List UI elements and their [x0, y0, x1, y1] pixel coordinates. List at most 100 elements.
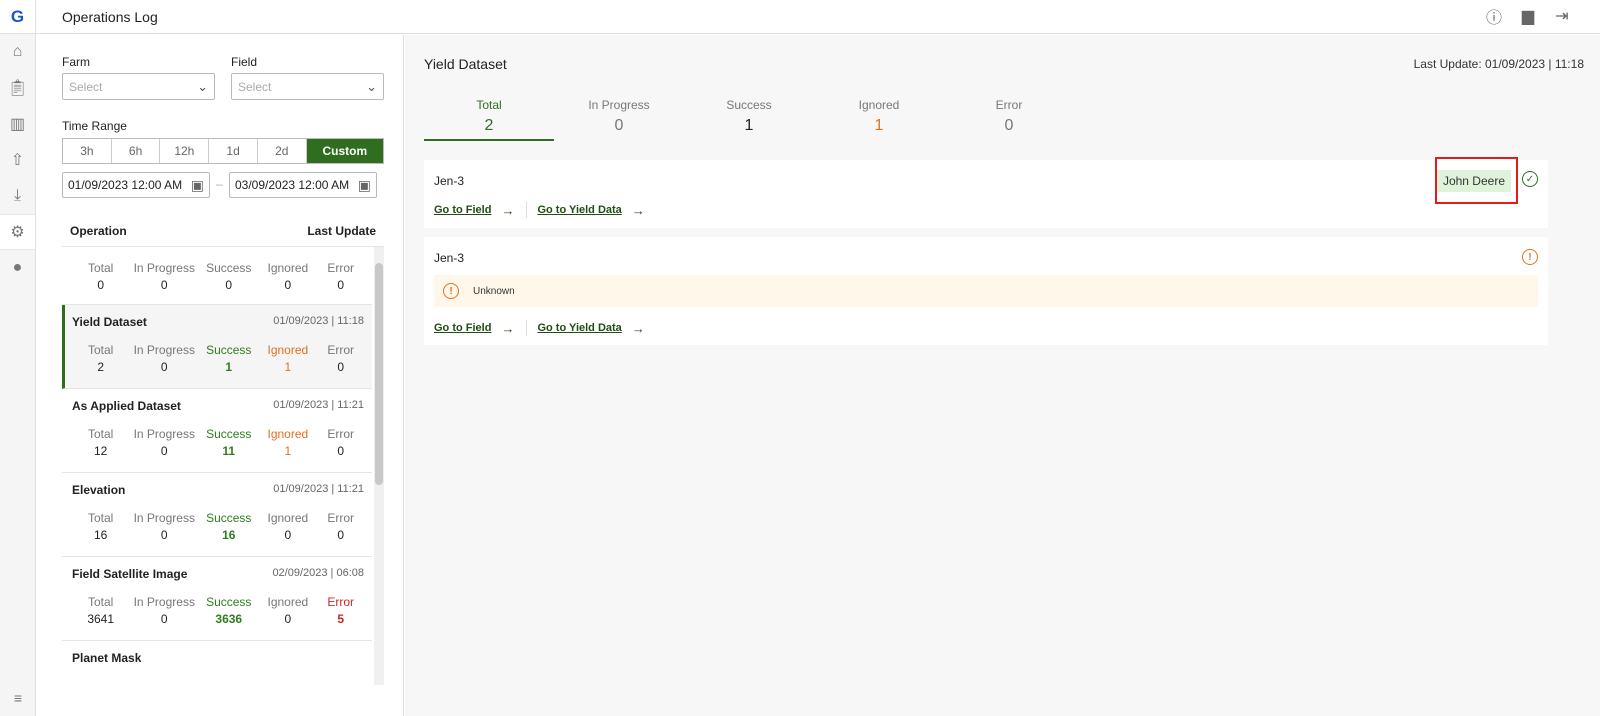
- stat-label: Error: [327, 427, 355, 441]
- expand-menu-icon[interactable]: ≡: [13, 690, 23, 706]
- tab-count: 0: [614, 117, 624, 134]
- stat-4: Error 0: [317, 511, 364, 542]
- scrollbar-thumb[interactable]: [375, 263, 383, 485]
- last-update-text: Last Update: 01/09/2023 | 11:18: [1413, 57, 1584, 71]
- stat-value: 0: [337, 278, 345, 292]
- range-6h[interactable]: 6h: [112, 139, 161, 163]
- record-card: Jen-3 Go to Field → Go to Yield Data → Joh…: [424, 157, 1548, 228]
- tab-count: 0: [1004, 117, 1014, 134]
- stat-label: Ignored: [267, 343, 309, 357]
- operation-date: 01/09/2023 | 11:21: [273, 483, 364, 495]
- operation-list: Total 0 In Progress 0 Success 0 Ignored 0 Error 0…: [62, 247, 372, 685]
- go-to-field-link[interactable]: Go to Field: [434, 322, 492, 334]
- stat-3: Ignored 1: [258, 427, 317, 458]
- stat-3: Ignored 0: [258, 595, 317, 626]
- range-3h[interactable]: 3h: [63, 139, 112, 163]
- stat-1: In Progress 0: [129, 427, 199, 458]
- chat-icon[interactable]: ▆: [1521, 8, 1535, 25]
- calendar-icon[interactable]: ▣: [190, 176, 204, 193]
- stat-2: Success 11: [199, 427, 258, 458]
- upload-icon[interactable]: ⇧: [10, 152, 25, 169]
- stat-4: Error 0: [317, 343, 364, 374]
- account-icon[interactable]: ●: [12, 259, 23, 276]
- stat-value: 0: [284, 612, 292, 626]
- home-icon[interactable]: ⌂: [12, 43, 23, 60]
- stat-3: Ignored 0: [258, 261, 317, 292]
- stat-0: Total 12: [72, 427, 129, 458]
- chevron-down-icon: ⌄: [197, 78, 208, 94]
- operations-icon[interactable]: ⚙: [0, 214, 35, 250]
- stat-value: 1: [225, 360, 233, 374]
- app-logo[interactable]: G: [0, 0, 35, 34]
- stat-value: 0: [284, 528, 292, 542]
- operation-name: Elevation: [72, 483, 126, 497]
- operation-item[interactable]: Yield Dataset 01/09/2023 | 11:18 Total 2 In …: [62, 305, 372, 389]
- stat-value: 12: [93, 444, 108, 458]
- arrow-right-icon: →: [631, 320, 645, 336]
- stat-1: In Progress 0: [129, 595, 199, 626]
- stat-value: 0: [160, 278, 168, 292]
- start-date-input[interactable]: 01/09/2023 12:00 AM ▣: [62, 172, 210, 198]
- operation-name: As Applied Dataset: [72, 399, 181, 413]
- field-select[interactable]: Select ⌄: [231, 73, 384, 100]
- filter-panel: Farm Select ⌄ Field Select ⌄ Time Range 3h…: [36, 35, 404, 716]
- stat-label: Success: [206, 427, 252, 441]
- tab-error[interactable]: Error 0: [944, 98, 1074, 141]
- divider: [526, 320, 528, 336]
- tab-label: Success: [726, 98, 772, 112]
- stat-label: Total: [87, 261, 114, 275]
- stat-label: Total: [87, 343, 114, 357]
- farm-select[interactable]: Select ⌄: [62, 73, 215, 100]
- stat-label: Success: [206, 511, 252, 525]
- end-date-value: 03/09/2023 12:00 AM: [235, 178, 350, 192]
- operation-item[interactable]: Planet Mask: [62, 641, 372, 685]
- field-label: Field: [231, 55, 258, 69]
- download-icon[interactable]: ⤓: [13, 187, 22, 204]
- stat-value: 2: [97, 360, 104, 374]
- tab-success[interactable]: Success 1: [684, 98, 814, 141]
- message-text: Unknown: [473, 285, 515, 297]
- range-1d[interactable]: 1d: [209, 139, 258, 163]
- range-12h[interactable]: 12h: [160, 139, 210, 163]
- stat-label: Error: [327, 595, 355, 609]
- source-badge: John Deere: [1436, 170, 1511, 192]
- nav-rail: G ⌂ 📋︎ ▥ ⇧ ⤓ ⚙ ● ≡: [0, 0, 36, 716]
- stat-value: 3641: [87, 612, 115, 626]
- stat-2: Success 16: [199, 511, 258, 542]
- go-to-yield-data-link[interactable]: Go to Yield Data: [537, 204, 622, 216]
- stat-4: Error 5: [317, 595, 364, 626]
- start-date-value: 01/09/2023 12:00 AM: [68, 178, 183, 192]
- tab-total[interactable]: Total 2: [424, 98, 554, 141]
- range-2d[interactable]: 2d: [258, 139, 307, 163]
- time-range-label: Time Range: [62, 119, 127, 133]
- stat-label: Ignored: [267, 595, 309, 609]
- calendar-icon[interactable]: ▣: [357, 176, 371, 193]
- record-name: Jen-3: [434, 174, 465, 188]
- detail-panel: Yield Dataset Last Update: 01/09/2023 | …: [405, 35, 1600, 716]
- stat-3: Ignored 0: [258, 511, 317, 542]
- arrow-right-icon: →: [501, 202, 515, 218]
- go-to-field-link[interactable]: Go to Field: [434, 204, 492, 216]
- stat-value: 1: [284, 444, 292, 458]
- stat-label: In Progress: [133, 427, 195, 441]
- logout-icon[interactable]: ⇥: [1555, 8, 1569, 25]
- help-icon[interactable]: ⓘ: [1485, 10, 1502, 27]
- operation-item[interactable]: Elevation 01/09/2023 | 11:21 Total 16 In Pro…: [62, 473, 372, 557]
- range-custom[interactable]: Custom: [306, 139, 384, 163]
- operation-item[interactable]: Field Satellite Image 02/09/2023 | 06:08 T…: [62, 557, 372, 641]
- operation-item[interactable]: As Applied Dataset 01/09/2023 | 11:21 Tota…: [62, 389, 372, 473]
- stat-0: Total 2: [72, 343, 129, 374]
- tab-ignored[interactable]: Ignored 1: [814, 98, 944, 141]
- operation-name: Field Satellite Image: [72, 567, 188, 581]
- map-icon[interactable]: ▥: [9, 116, 26, 133]
- list-scrollbar[interactable]: [374, 247, 384, 685]
- go-to-yield-data-link[interactable]: Go to Yield Data: [537, 322, 622, 334]
- check-circle-icon: ✓: [1522, 171, 1538, 187]
- operation-item[interactable]: Total 0 In Progress 0 Success 0 Ignored 0 Error 0: [62, 247, 372, 305]
- tab-in-progress[interactable]: In Progress 0: [554, 98, 684, 141]
- clipboard-icon[interactable]: 📋︎: [7, 80, 28, 97]
- stat-value: 11: [222, 444, 236, 458]
- stat-value: 0: [337, 360, 345, 374]
- end-date-input[interactable]: 03/09/2023 12:00 AM ▣: [229, 172, 377, 198]
- stat-0: Total 16: [72, 511, 129, 542]
